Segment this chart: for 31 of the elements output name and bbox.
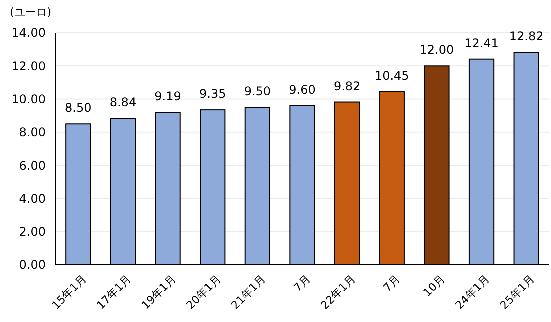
data-label: 9.35: [200, 87, 226, 102]
x-tick-label: 21年1月: [228, 272, 269, 312]
data-label: 8.84: [110, 96, 137, 110]
x-tick-label: 17年1月: [94, 272, 134, 312]
data-label: 12.00: [420, 43, 454, 58]
y-tick-label: 14.00: [12, 26, 46, 40]
y-tick-label: 2.00: [19, 225, 46, 240]
y-tick-label: 6.00: [19, 158, 46, 173]
x-tick-label: 24年1月: [453, 272, 493, 312]
data-label: 9.19: [154, 90, 182, 104]
data-label: 9.82: [334, 79, 361, 94]
x-tick-label: 7月: [291, 272, 314, 295]
data-label: 10.45: [374, 68, 410, 83]
y-axis-title: (ユーロ): [10, 6, 52, 19]
x-tick-label: 15年1月: [50, 272, 90, 312]
x-tick-label: 25年1月: [498, 272, 538, 312]
y-tick-label: 10.00: [12, 92, 46, 106]
data-label: 8.50: [65, 101, 92, 116]
x-tick-label: 19年1月: [139, 272, 179, 312]
data-label: 9.50: [244, 84, 272, 99]
x-tick-label: 10月: [420, 272, 448, 300]
data-label: 12.41: [464, 36, 499, 50]
data-label: 12.82: [509, 30, 544, 44]
y-tick-label: 12.00: [12, 59, 46, 74]
y-tick-label: 4.00: [19, 192, 46, 206]
x-tick-label: 20年1月: [184, 272, 224, 312]
data-label: 9.60: [289, 82, 316, 97]
x-tick-label: 22年1月: [318, 272, 358, 312]
x-tick-label: 7月: [381, 272, 403, 295]
y-tick-label: 0.00: [19, 258, 46, 272]
y-tick-label: 8.00: [19, 126, 46, 140]
